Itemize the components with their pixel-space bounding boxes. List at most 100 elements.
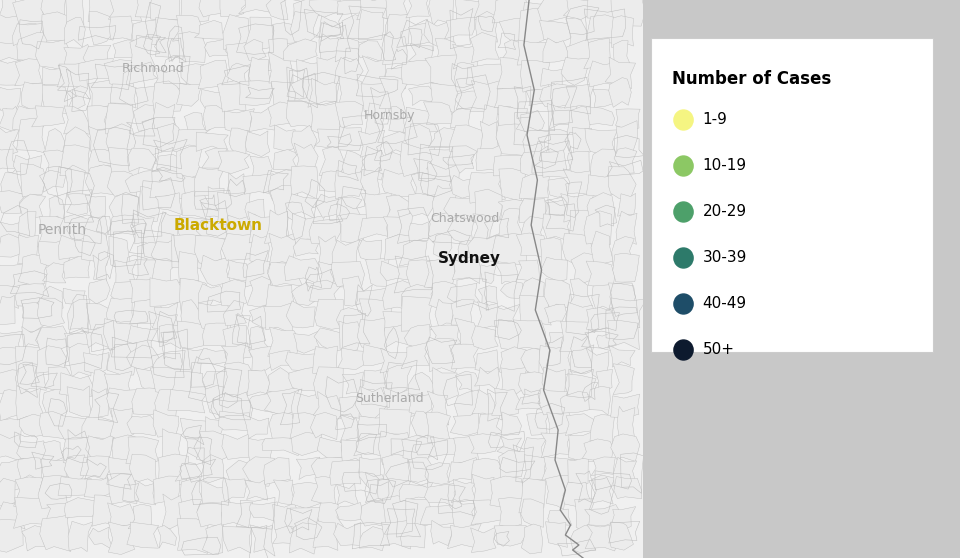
Polygon shape [91,370,110,401]
Polygon shape [519,199,546,223]
Polygon shape [540,345,572,375]
Polygon shape [616,121,637,154]
Polygon shape [195,21,228,39]
Polygon shape [177,147,203,179]
Polygon shape [250,392,277,413]
Polygon shape [519,217,546,244]
Polygon shape [82,326,111,348]
Polygon shape [203,523,223,554]
Polygon shape [339,396,360,418]
Polygon shape [565,302,597,333]
Polygon shape [245,199,265,222]
Polygon shape [292,432,322,455]
Polygon shape [615,109,640,129]
Polygon shape [540,84,575,107]
Text: Hornsby: Hornsby [363,108,415,122]
Polygon shape [293,239,321,256]
Polygon shape [409,23,432,45]
Polygon shape [133,104,161,136]
Polygon shape [0,221,28,244]
Polygon shape [566,41,598,63]
Polygon shape [291,11,320,45]
Polygon shape [243,457,275,486]
Polygon shape [408,372,434,399]
Polygon shape [127,326,157,354]
Polygon shape [330,460,361,485]
Polygon shape [153,410,179,439]
Polygon shape [180,300,203,333]
Polygon shape [570,526,596,552]
Polygon shape [44,367,72,391]
Polygon shape [471,458,504,485]
Polygon shape [15,347,43,378]
Polygon shape [178,321,206,349]
Polygon shape [611,394,639,418]
Polygon shape [380,520,412,549]
Polygon shape [272,81,300,110]
Polygon shape [358,41,382,61]
Polygon shape [108,171,137,196]
Polygon shape [337,197,363,223]
Polygon shape [88,389,108,419]
Polygon shape [545,522,567,547]
Polygon shape [452,435,479,464]
Polygon shape [80,456,111,479]
Polygon shape [366,473,389,503]
Polygon shape [527,411,550,435]
Polygon shape [88,527,113,550]
Polygon shape [243,174,274,194]
Polygon shape [564,0,597,20]
Polygon shape [499,347,529,377]
Polygon shape [571,253,594,285]
Polygon shape [222,478,247,502]
Polygon shape [104,60,133,88]
Polygon shape [343,150,362,175]
Polygon shape [561,193,594,222]
Polygon shape [611,0,645,28]
Polygon shape [385,67,409,92]
Polygon shape [82,417,117,441]
Polygon shape [494,88,526,113]
Polygon shape [197,503,228,527]
Polygon shape [108,0,143,21]
Polygon shape [453,146,477,173]
Polygon shape [85,435,113,461]
Polygon shape [500,281,523,299]
Polygon shape [110,281,141,305]
Polygon shape [358,130,385,157]
Polygon shape [383,281,412,311]
Polygon shape [135,86,163,113]
Polygon shape [18,211,36,247]
Polygon shape [13,155,42,178]
Polygon shape [126,62,157,85]
Polygon shape [428,213,463,240]
Polygon shape [382,0,409,21]
Polygon shape [67,386,92,417]
Polygon shape [60,373,93,397]
Polygon shape [451,300,474,327]
Polygon shape [268,327,300,358]
Polygon shape [522,455,546,484]
Polygon shape [290,413,319,439]
Polygon shape [294,143,318,175]
Polygon shape [223,325,252,359]
Polygon shape [0,147,18,172]
Polygon shape [430,83,459,113]
Polygon shape [431,521,451,546]
Polygon shape [540,21,574,43]
Polygon shape [15,363,46,392]
Polygon shape [201,255,230,286]
Polygon shape [453,44,481,69]
Polygon shape [65,0,84,25]
Polygon shape [449,175,477,198]
Polygon shape [218,192,251,225]
Polygon shape [85,165,116,195]
Polygon shape [361,369,388,395]
Polygon shape [516,233,547,258]
Polygon shape [32,106,64,127]
Polygon shape [0,0,18,27]
Polygon shape [67,86,88,111]
Polygon shape [249,346,277,372]
Polygon shape [342,276,364,306]
Polygon shape [19,414,47,437]
